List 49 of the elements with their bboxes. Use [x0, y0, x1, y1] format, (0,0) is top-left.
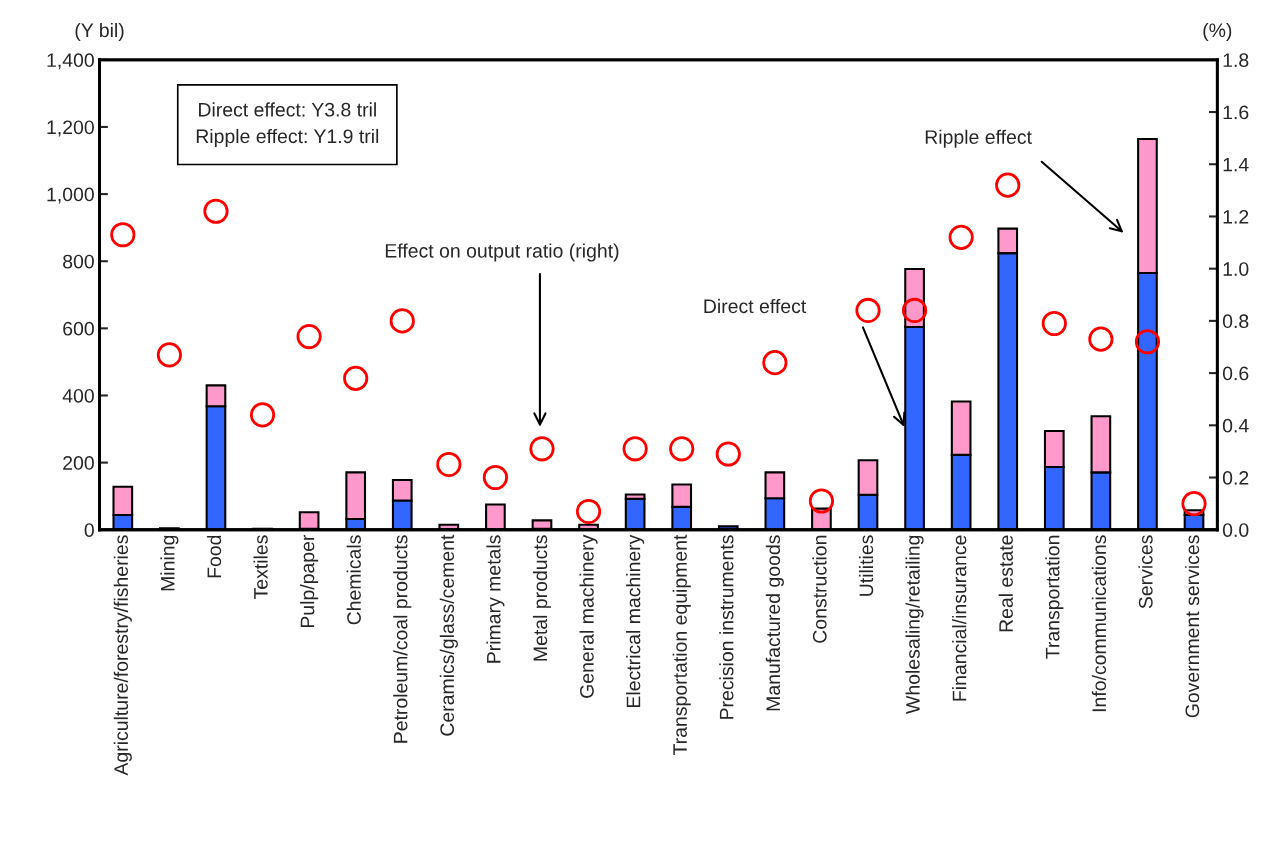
x-tick-label: General machinery [579, 534, 598, 698]
y2-tick-label: 0.2 [1222, 470, 1249, 485]
y2-tick-label: 1.8 [1223, 53, 1249, 68]
y-tick-label: 1,200 [47, 120, 94, 137]
x-tick-label: Wholesaling/retailing [905, 535, 924, 714]
x-tick-label: Mining [160, 535, 179, 591]
x-tick-label: Chemicals [346, 535, 361, 625]
y2-tick-label: 0.4 [1222, 418, 1249, 433]
x-tick-label: Pulp/paper [300, 534, 319, 628]
y-axis-title: (Y bil) [75, 22, 124, 42]
x-tick-label: Services [1138, 535, 1153, 609]
x-tick-label: Electrical machinery [626, 534, 645, 707]
y2-tick-label: 0.6 [1222, 366, 1249, 381]
x-tick-label: Primary metals [486, 535, 505, 663]
x-tick-label: Agriculture/forestry/fisheries [113, 535, 132, 776]
y-tick-label: 1,400 [47, 53, 94, 70]
annotation: Ripple effect: Y1.9 tril [196, 128, 379, 148]
annotation: Direct effect: Y3.8 tril [199, 102, 376, 117]
y-tick-label: 400 [62, 388, 94, 403]
x-tick-label: Utilities [858, 535, 874, 596]
x-tick-label: Government services [1184, 535, 1200, 718]
x-tick-label: Transportation [1045, 535, 1064, 659]
x-tick-label: Food [206, 535, 222, 578]
x-tick-label: Info/communications [1091, 535, 1107, 712]
x-tick-label: Manufactured goods [765, 535, 784, 711]
y-tick-label: 0 [84, 523, 94, 537]
annotation: Ripple effect [925, 129, 1032, 148]
y-tick-label: 800 [63, 254, 94, 269]
y2-tick-label: 0.0 [1222, 523, 1249, 537]
x-tick-label: Textiles [253, 535, 268, 599]
x-tick-label: Precision instruments [719, 535, 734, 719]
y-tick-label: 600 [63, 321, 94, 336]
annotation: Effect on output ratio (right) [385, 243, 619, 262]
y2-tick-label: 1.2 [1223, 209, 1249, 224]
x-tick-label: Ceramics/glass/cement [439, 534, 458, 736]
x-tick-label: Construction [812, 535, 827, 643]
annotation: Direct effect [704, 298, 807, 314]
x-tick-label: Real estate [998, 535, 1013, 632]
y2-tick-label: 1.6 [1223, 105, 1249, 120]
y2-tick-label: 1.0 [1223, 262, 1249, 276]
y-tick-label: 200 [63, 456, 94, 470]
y2-tick-label: 1.4 [1223, 157, 1249, 172]
y-tick-label: 1,000 [47, 187, 94, 204]
x-tick-label: Petroleum/coal products [393, 535, 412, 743]
x-tick-label: Financial/insurance [952, 535, 967, 701]
x-tick-label: Transportation equipment [672, 534, 691, 755]
y2-axis-title: (%) [1203, 22, 1232, 42]
x-tick-label: Metal products [532, 535, 552, 661]
y2-tick-label: 0.8 [1222, 314, 1249, 329]
